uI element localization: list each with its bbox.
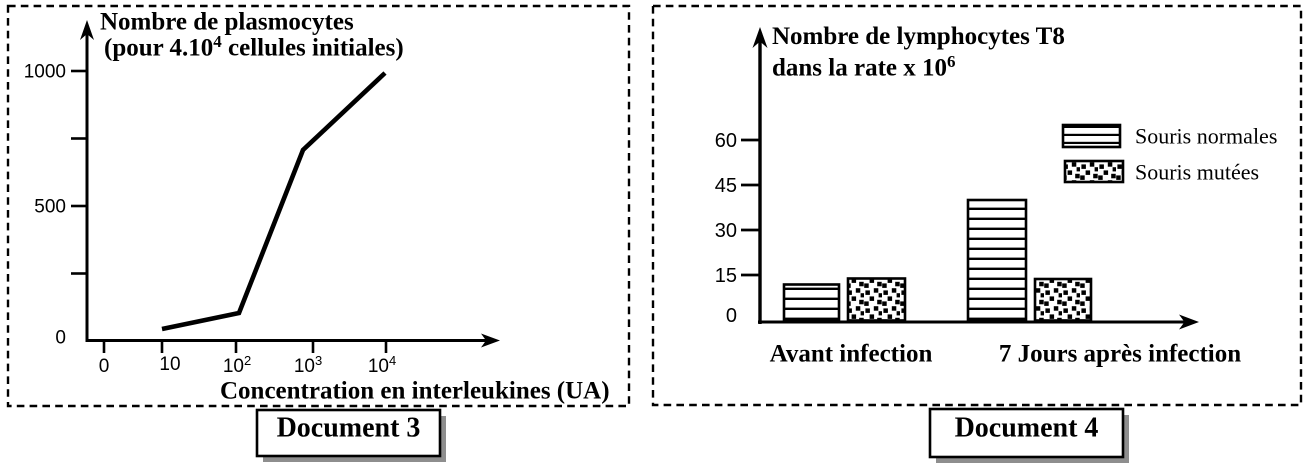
svg-text:Document 4: Document 4 [955, 413, 1099, 444]
svg-text:103: 103 [294, 353, 322, 377]
svg-text:7 Jours après infection: 7 Jours après infection [999, 341, 1241, 368]
svg-text:0: 0 [726, 305, 737, 327]
svg-text:Avant infection: Avant infection [770, 341, 933, 368]
svg-text:102: 102 [223, 353, 251, 377]
svg-text:104: 104 [368, 353, 396, 377]
svg-text:Nombre de lymphocytes T8: Nombre de lymphocytes T8 [772, 23, 1065, 50]
svg-text:Nombre de plasmocytes: Nombre de plasmocytes [100, 9, 354, 36]
svg-text:Concentration en interleukines: Concentration en interleukines (UA) [220, 378, 610, 405]
svg-text:60: 60 [715, 130, 737, 152]
svg-text:45: 45 [715, 175, 737, 197]
svg-text:Souris mutées: Souris mutées [1135, 160, 1259, 185]
svg-text:0: 0 [55, 328, 66, 349]
svg-text:30: 30 [715, 220, 737, 242]
svg-text:1000: 1000 [24, 62, 66, 83]
svg-text:15: 15 [715, 265, 737, 287]
svg-text:Souris normales: Souris normales [1135, 124, 1277, 149]
svg-text:Document 3: Document 3 [277, 413, 421, 444]
svg-text:(pour 4.104 cellules initiales: (pour 4.104 cellules initiales) [104, 32, 404, 62]
svg-text:10: 10 [159, 354, 180, 375]
svg-text:0: 0 [99, 356, 110, 377]
svg-text:dans la rate x 106: dans la rate x 106 [772, 52, 956, 82]
svg-text:500: 500 [34, 197, 66, 218]
